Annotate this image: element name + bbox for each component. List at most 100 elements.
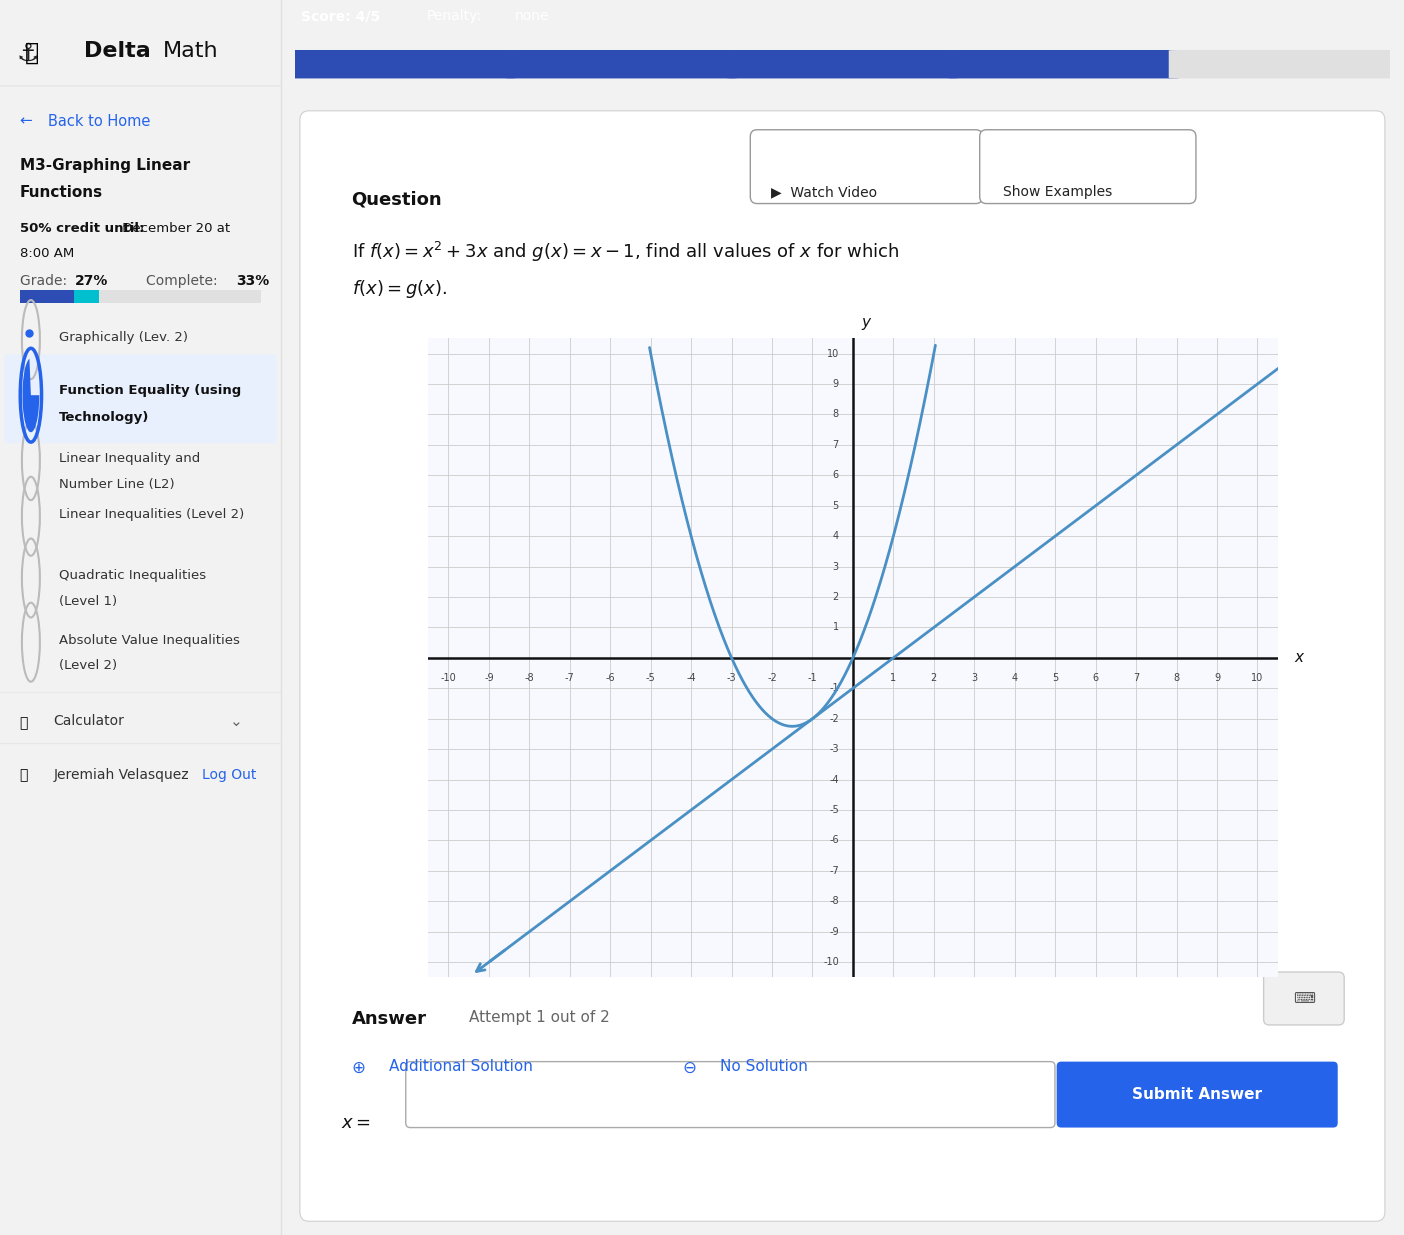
Text: Functions: Functions: [20, 185, 102, 200]
Text: -3: -3: [727, 673, 736, 683]
FancyBboxPatch shape: [1168, 49, 1401, 79]
Text: none: none: [514, 9, 549, 23]
Text: 9: 9: [1214, 673, 1220, 683]
FancyBboxPatch shape: [4, 354, 277, 443]
Text: December 20 at: December 20 at: [118, 222, 230, 236]
FancyBboxPatch shape: [980, 130, 1196, 204]
FancyBboxPatch shape: [726, 49, 959, 79]
FancyBboxPatch shape: [948, 49, 1179, 79]
Text: Additional Solution: Additional Solution: [389, 1060, 532, 1074]
Text: ←: ←: [20, 114, 32, 128]
Text: Log Out: Log Out: [202, 768, 257, 782]
FancyBboxPatch shape: [284, 49, 517, 79]
Text: 6: 6: [1092, 673, 1099, 683]
Text: Show Examples: Show Examples: [1004, 185, 1112, 199]
FancyBboxPatch shape: [505, 49, 737, 79]
Text: Grade:: Grade:: [20, 274, 72, 288]
Text: ▶  Watch Video: ▶ Watch Video: [771, 185, 876, 199]
FancyBboxPatch shape: [300, 111, 1384, 1221]
Text: Complete:: Complete:: [146, 274, 222, 288]
FancyBboxPatch shape: [406, 1062, 1054, 1128]
Text: -7: -7: [564, 673, 574, 683]
Text: Calculator: Calculator: [53, 714, 124, 727]
Text: $y$: $y$: [861, 316, 873, 332]
Text: 3: 3: [833, 562, 838, 572]
Text: -3: -3: [830, 745, 838, 755]
Text: -4: -4: [830, 774, 838, 784]
Text: 33%: 33%: [236, 274, 270, 288]
Text: 7: 7: [1133, 673, 1139, 683]
Text: 2: 2: [931, 673, 936, 683]
Text: No Solution: No Solution: [720, 1060, 807, 1074]
Text: 7: 7: [833, 440, 838, 450]
FancyBboxPatch shape: [1264, 972, 1344, 1025]
Text: -6: -6: [605, 673, 615, 683]
Bar: [20, 290, 261, 303]
Text: 1: 1: [833, 622, 838, 632]
Text: 27%: 27%: [74, 274, 108, 288]
Text: Back to Home: Back to Home: [48, 114, 150, 128]
Text: Math: Math: [163, 41, 219, 61]
Text: 6: 6: [833, 471, 838, 480]
Text: Graphically (Lev. 2): Graphically (Lev. 2): [59, 331, 188, 345]
Text: Linear Inequality and: Linear Inequality and: [59, 452, 201, 466]
FancyBboxPatch shape: [750, 130, 983, 204]
Text: 10: 10: [1251, 673, 1264, 683]
Text: 8: 8: [1174, 673, 1179, 683]
Text: -9: -9: [830, 926, 838, 936]
Text: 8:00 AM: 8:00 AM: [20, 247, 74, 261]
Text: Absolute Value Inequalities: Absolute Value Inequalities: [59, 634, 240, 647]
Bar: [20, 290, 74, 303]
Text: 👤: 👤: [20, 768, 28, 782]
Text: If $f(x) = x^2 + 3x$ and $g(x) = x - 1$, find all values of $x$ for which: If $f(x) = x^2 + 3x$ and $g(x) = x - 1$,…: [351, 240, 899, 264]
Text: 8: 8: [833, 410, 838, 420]
Text: -8: -8: [525, 673, 534, 683]
Text: 3: 3: [972, 673, 977, 683]
FancyBboxPatch shape: [1057, 1062, 1338, 1128]
Text: ⊕: ⊕: [351, 1060, 365, 1077]
Text: 5: 5: [833, 500, 838, 511]
Text: 9: 9: [833, 379, 838, 389]
Text: -9: -9: [484, 673, 494, 683]
Text: -8: -8: [830, 897, 838, 906]
Text: ⌄: ⌄: [230, 714, 243, 729]
Text: Attempt 1 out of 2: Attempt 1 out of 2: [469, 1010, 609, 1025]
Text: Penalty:: Penalty:: [427, 9, 482, 23]
Text: Answer: Answer: [351, 1010, 427, 1028]
Text: 4: 4: [833, 531, 838, 541]
Text: $x$: $x$: [1294, 651, 1306, 666]
Bar: [74, 290, 100, 303]
Text: 📋: 📋: [20, 716, 28, 730]
Text: Delta: Delta: [84, 41, 152, 61]
Text: 5: 5: [1052, 673, 1059, 683]
Text: ⚓: ⚓: [17, 42, 39, 65]
Text: Technology): Technology): [59, 411, 149, 425]
Text: -5: -5: [646, 673, 656, 683]
Text: Quadratic Inequalities: Quadratic Inequalities: [59, 569, 206, 583]
Text: $f(x) = g(x)$.: $f(x) = g(x)$.: [351, 278, 446, 300]
Text: -10: -10: [823, 957, 838, 967]
Text: 10: 10: [827, 348, 838, 358]
Text: $x =$: $x =$: [341, 1114, 371, 1131]
Text: Number Line (L2): Number Line (L2): [59, 478, 174, 492]
Text: -1: -1: [830, 683, 838, 693]
Text: Function Equality (using: Function Equality (using: [59, 384, 241, 398]
Text: -7: -7: [828, 866, 838, 876]
Text: Jeremiah Velasquez: Jeremiah Velasquez: [53, 768, 190, 782]
Text: (Level 1): (Level 1): [59, 595, 117, 609]
Text: -2: -2: [828, 714, 838, 724]
Text: Submit Answer: Submit Answer: [1132, 1087, 1262, 1102]
Text: -4: -4: [687, 673, 696, 683]
Text: Score: 4/5: Score: 4/5: [300, 9, 380, 23]
Text: (Level 2): (Level 2): [59, 659, 117, 673]
Text: -1: -1: [807, 673, 817, 683]
Text: -5: -5: [828, 805, 838, 815]
Text: Linear Inequalities (Level 2): Linear Inequalities (Level 2): [59, 508, 244, 521]
Text: -10: -10: [441, 673, 456, 683]
Text: 1: 1: [890, 673, 896, 683]
Text: 4: 4: [1012, 673, 1018, 683]
Text: -6: -6: [830, 835, 838, 846]
Text: -2: -2: [767, 673, 776, 683]
Text: ⊖: ⊖: [682, 1060, 696, 1077]
Text: 2: 2: [833, 592, 838, 601]
